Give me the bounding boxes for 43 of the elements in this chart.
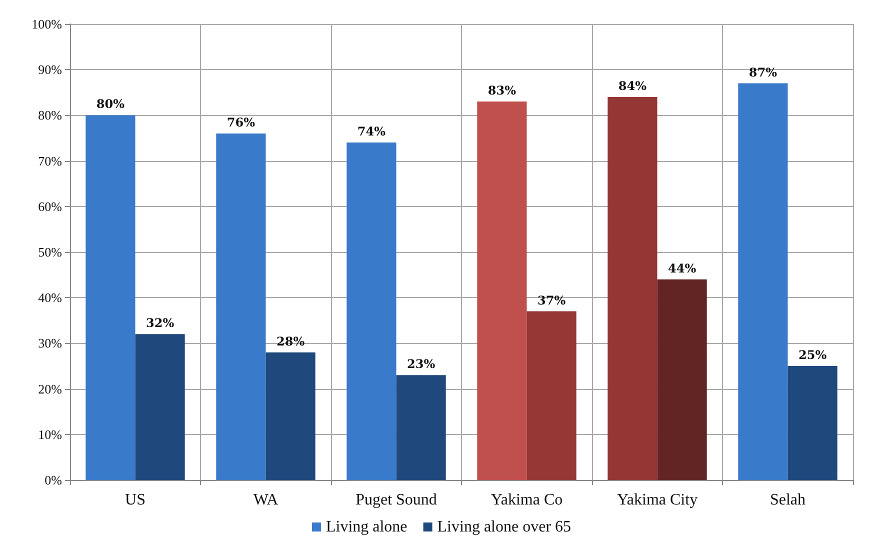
data-label: 44% — [668, 261, 697, 276]
bar — [738, 83, 788, 480]
data-label: 74% — [357, 124, 386, 139]
data-label: 28% — [276, 334, 306, 348]
bar — [608, 96, 658, 480]
data-label: 25% — [798, 348, 828, 362]
legend-label: Living alone over 65 — [437, 518, 572, 536]
bar — [346, 142, 396, 480]
bar — [86, 115, 136, 480]
data-label: 37% — [537, 293, 566, 308]
y-tick-label: 50% — [38, 244, 62, 260]
y-tick-label: 0% — [44, 472, 62, 488]
data-label: 87% — [748, 65, 778, 80]
y-tick-label: 40% — [38, 290, 62, 306]
data-label: 84% — [618, 78, 648, 93]
y-tick-label: 90% — [38, 62, 62, 78]
y-tick-label: 70% — [38, 153, 62, 168]
x-tick-label: Puget Sound — [356, 492, 437, 508]
bar — [216, 133, 266, 480]
legend-label: Living alone — [326, 518, 408, 536]
bar — [266, 352, 316, 480]
bar — [135, 334, 185, 480]
bar — [657, 279, 707, 480]
data-label: 80% — [96, 97, 126, 112]
y-tick-label: 80% — [38, 108, 62, 123]
data-label: 32% — [146, 316, 175, 330]
x-tick-label: WA — [253, 492, 279, 508]
y-tick-label: 100% — [32, 16, 62, 32]
bar — [526, 311, 576, 480]
x-tick-label: Selah — [770, 492, 806, 508]
x-tick-label: Yakima City — [616, 492, 698, 508]
x-tick-label: Yakima Co — [490, 492, 563, 508]
data-label: 83% — [488, 84, 517, 98]
bar — [788, 366, 838, 480]
data-label: 23% — [406, 357, 436, 372]
y-tick-label: 60% — [38, 198, 62, 214]
y-tick-label: 30% — [38, 336, 62, 351]
bar — [396, 375, 446, 480]
y-tick-label: 20% — [38, 381, 62, 396]
y-tick-label: 10% — [38, 426, 62, 442]
bar — [477, 102, 527, 480]
x-tick-label: US — [125, 492, 146, 508]
data-label: 76% — [226, 115, 256, 130]
